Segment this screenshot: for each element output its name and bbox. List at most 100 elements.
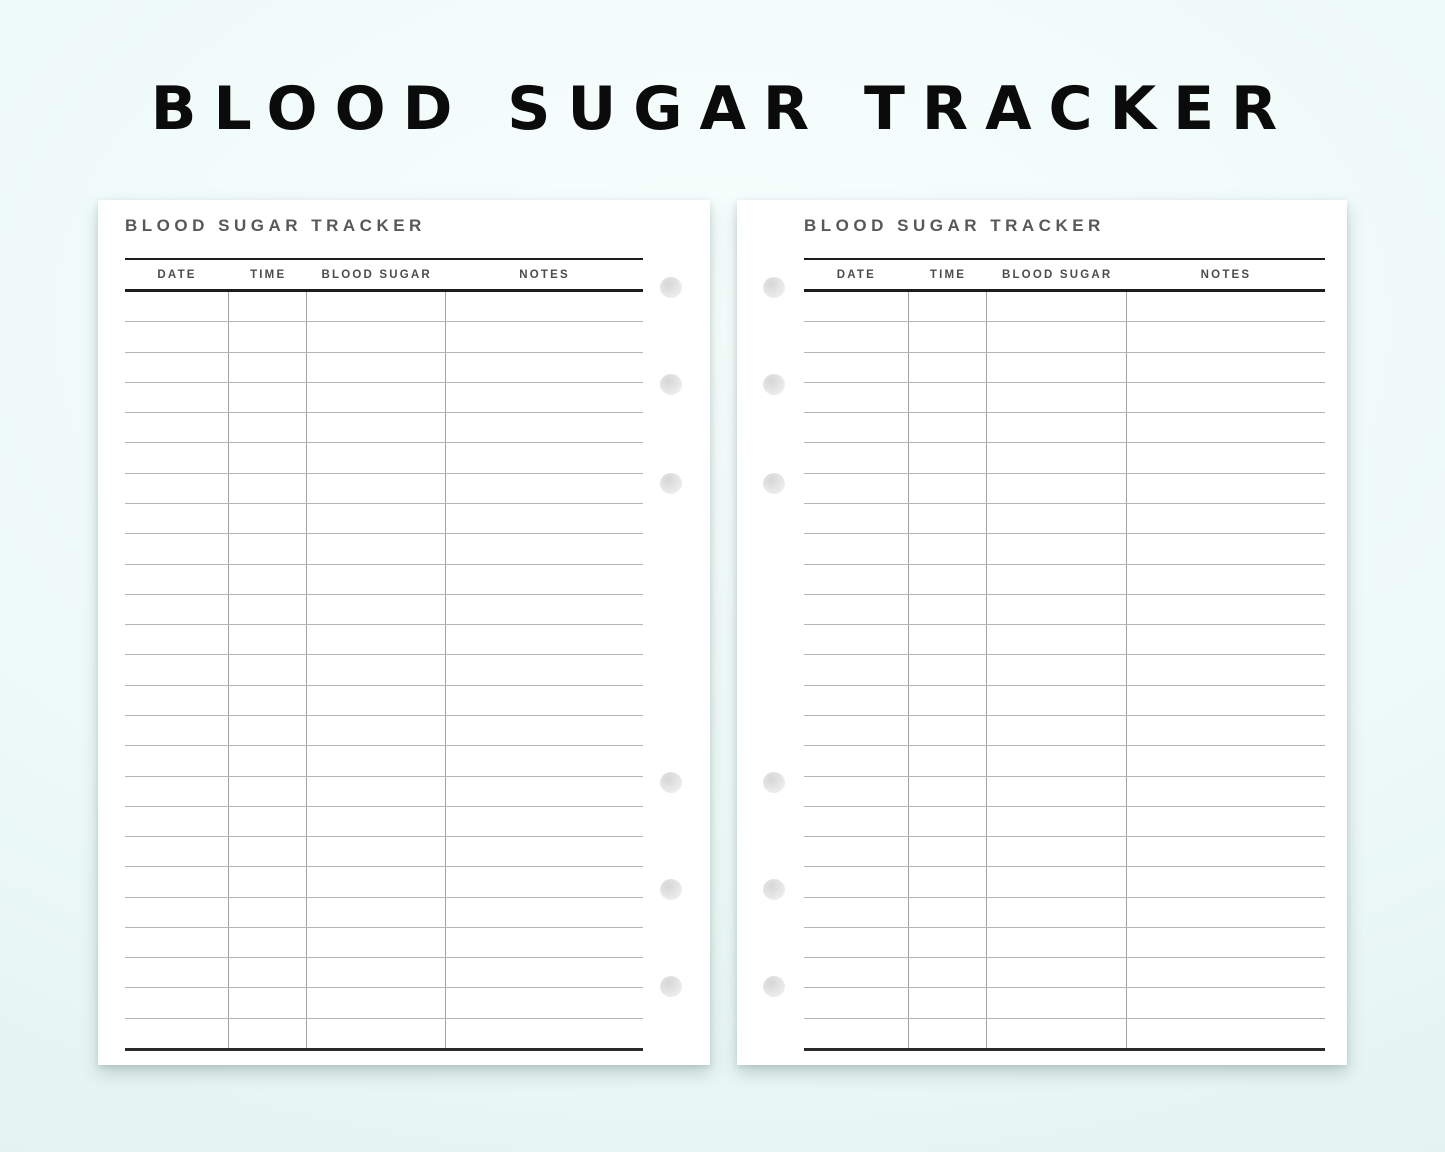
table-cell bbox=[987, 594, 1127, 625]
table-cell bbox=[229, 503, 308, 534]
table-cell bbox=[804, 655, 909, 685]
table-cell bbox=[446, 322, 643, 351]
binder-hole bbox=[660, 976, 682, 997]
table-cell bbox=[804, 1018, 909, 1049]
table-cell bbox=[125, 806, 230, 837]
binder-holes bbox=[660, 200, 682, 1065]
table-cell bbox=[909, 685, 988, 715]
table-cell bbox=[804, 534, 909, 564]
table-cell bbox=[446, 565, 643, 594]
table-row bbox=[125, 867, 643, 898]
table-cell bbox=[1127, 655, 1325, 684]
table-cell bbox=[125, 988, 230, 1018]
table-cell bbox=[307, 564, 447, 594]
table-cell bbox=[229, 625, 308, 655]
table-cell bbox=[1127, 322, 1325, 351]
table-row bbox=[125, 685, 643, 716]
table-cell bbox=[446, 474, 643, 503]
table-cell bbox=[229, 867, 308, 897]
table-cell bbox=[987, 473, 1127, 503]
table-cell bbox=[987, 1018, 1127, 1049]
table-cell bbox=[987, 382, 1127, 413]
table-cell bbox=[804, 958, 909, 988]
column-header-notes: NOTES bbox=[1200, 268, 1252, 281]
binder-hole bbox=[660, 772, 682, 793]
table-cell bbox=[1127, 595, 1325, 624]
table-cell bbox=[909, 988, 988, 1018]
table-cell bbox=[987, 503, 1127, 534]
table-cell bbox=[987, 322, 1127, 352]
table-cell bbox=[1127, 867, 1325, 896]
table-row bbox=[804, 685, 1325, 716]
table-row bbox=[125, 413, 643, 444]
table-cell bbox=[804, 776, 909, 806]
table-cell bbox=[125, 292, 230, 322]
table-cell bbox=[307, 594, 447, 625]
column-header-blood-sugar: BLOOD SUGAR bbox=[1001, 268, 1113, 281]
binder-hole bbox=[660, 879, 682, 900]
table-cell bbox=[804, 867, 909, 897]
table-cell bbox=[804, 897, 909, 927]
table-cell bbox=[307, 1018, 447, 1049]
table-row bbox=[125, 806, 643, 838]
table-cell bbox=[229, 322, 308, 352]
table-row bbox=[125, 564, 643, 595]
table-cell bbox=[229, 1018, 308, 1049]
table-cell bbox=[446, 716, 643, 745]
table-cell bbox=[1127, 686, 1325, 715]
binder-hole bbox=[660, 473, 682, 494]
table-row bbox=[804, 806, 1325, 838]
table-cell bbox=[307, 806, 447, 837]
table-cell bbox=[909, 564, 988, 594]
binder-hole bbox=[660, 374, 682, 395]
table-cell bbox=[307, 443, 447, 473]
table-cell bbox=[1127, 988, 1325, 1017]
table-cell bbox=[307, 625, 447, 655]
table-cell bbox=[446, 807, 643, 836]
table-cell bbox=[987, 443, 1127, 473]
table-cell bbox=[229, 746, 308, 776]
table-cell bbox=[1127, 443, 1325, 472]
table-cell bbox=[1127, 565, 1325, 594]
table-row bbox=[125, 746, 643, 777]
binder-hole bbox=[763, 277, 785, 298]
table-cell bbox=[125, 503, 230, 534]
table-cell bbox=[446, 746, 643, 775]
table-cell bbox=[909, 806, 988, 837]
table-row bbox=[804, 867, 1325, 898]
table-row bbox=[804, 352, 1325, 383]
table-row bbox=[804, 382, 1325, 414]
table-cell bbox=[307, 715, 447, 746]
table-cell bbox=[804, 715, 909, 746]
table-cell bbox=[229, 988, 308, 1018]
table-cell bbox=[909, 958, 988, 988]
table-cell bbox=[909, 503, 988, 534]
table-cell bbox=[446, 928, 643, 957]
table-row bbox=[125, 594, 643, 626]
table-cell bbox=[446, 443, 643, 472]
table-row bbox=[125, 322, 643, 353]
table-cell bbox=[125, 352, 230, 382]
table-cell bbox=[125, 897, 230, 927]
table-row bbox=[804, 746, 1325, 777]
table-cell bbox=[909, 443, 988, 473]
table-cell bbox=[804, 594, 909, 625]
table-row bbox=[804, 776, 1325, 807]
table-cell bbox=[909, 837, 988, 867]
table-cell bbox=[446, 292, 643, 321]
table-cell bbox=[1127, 504, 1325, 533]
table-cell bbox=[804, 988, 909, 1018]
table-header-row: DATE TIME BLOOD SUGAR NOTES bbox=[804, 258, 1325, 292]
table-row bbox=[125, 443, 643, 474]
table-cell bbox=[909, 776, 988, 806]
table-cell bbox=[804, 503, 909, 534]
table-cell bbox=[987, 927, 1127, 958]
table-cell bbox=[125, 867, 230, 897]
table-cell bbox=[229, 594, 308, 625]
table-cell bbox=[229, 352, 308, 382]
table-cell bbox=[229, 564, 308, 594]
table-cell bbox=[446, 625, 643, 654]
table-cell bbox=[909, 352, 988, 382]
table-row bbox=[125, 927, 643, 959]
planner-page-left: BLOOD SUGAR TRACKER DATE TIME BLOOD SUGAR N… bbox=[98, 200, 710, 1065]
